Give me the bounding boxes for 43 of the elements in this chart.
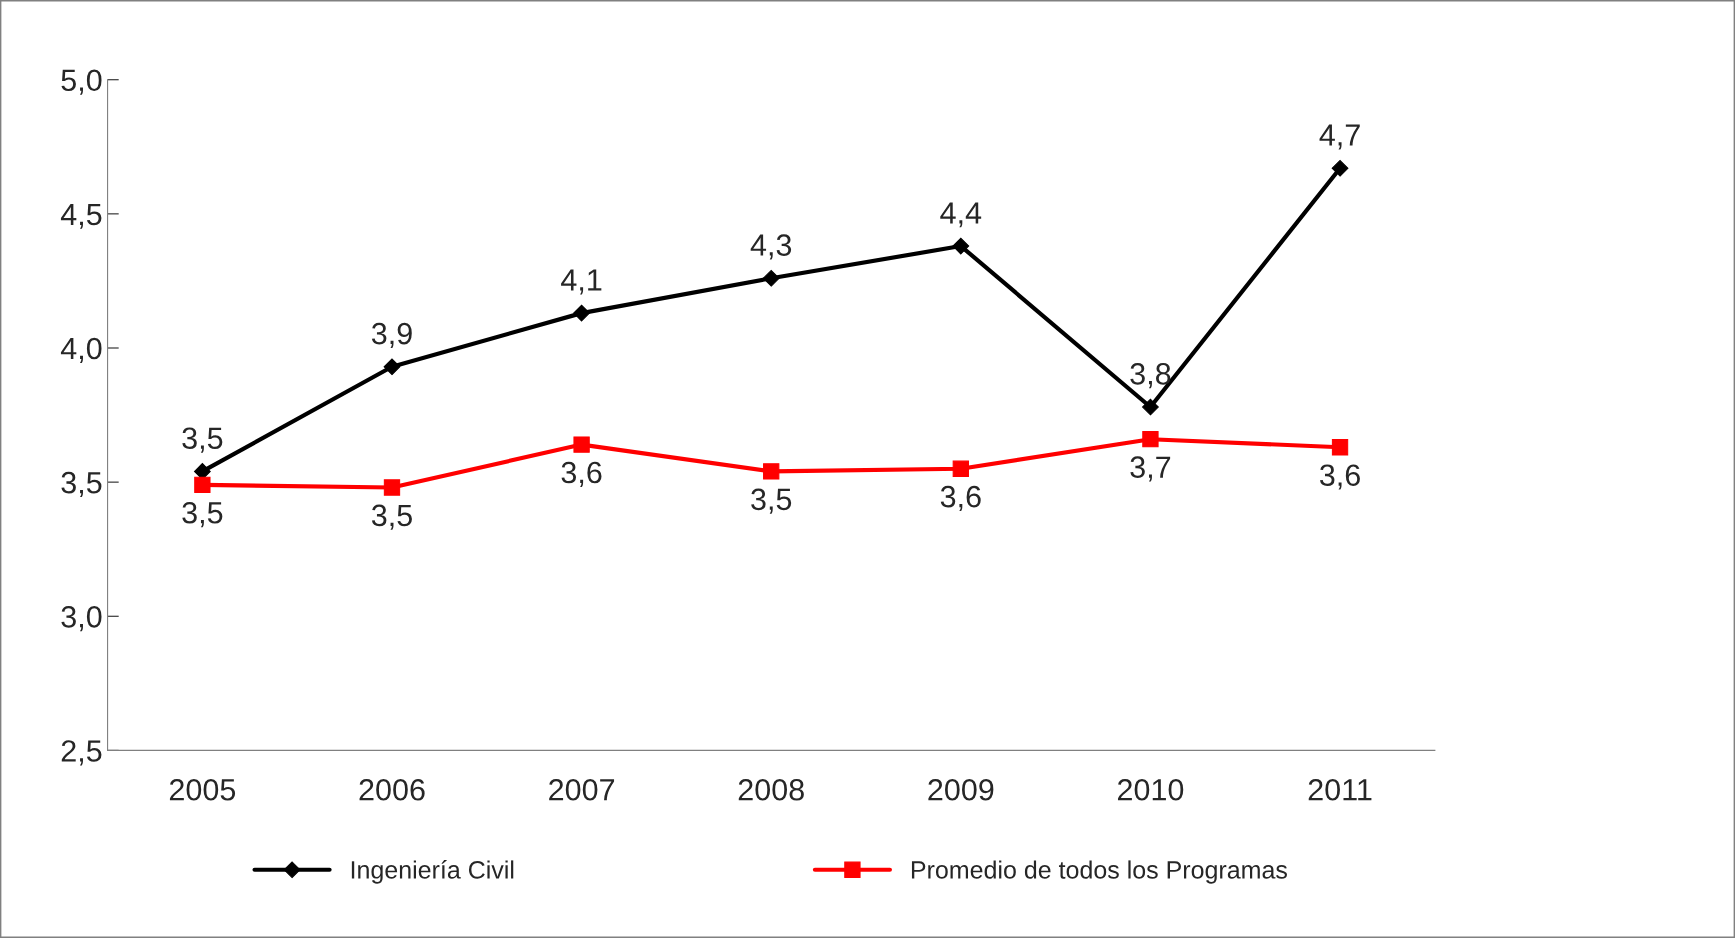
y-tick-label: 3,5 [61, 471, 102, 498]
y-tick-label: 2,5 [61, 740, 102, 766]
y-tick-label: 5,0 [61, 69, 102, 95]
point [383, 479, 401, 496]
point [194, 476, 211, 493]
data-label: 4,7 [1319, 124, 1360, 150]
x-tick-label: 2008 [738, 778, 804, 801]
x-tick-label: 2007 [549, 778, 615, 801]
data-label: 3,6 [561, 461, 602, 487]
point [1331, 439, 1349, 456]
data-label: 3,6 [940, 485, 981, 512]
legend-label: Promedio de todos los Programas [911, 860, 1287, 884]
point [952, 460, 969, 477]
y-tick-label: 4,5 [60, 203, 102, 229]
x-tick-label: 2009 [928, 778, 994, 801]
data-label: 3,7 [1130, 456, 1171, 482]
data-label: 3,5 [182, 501, 223, 528]
data-label: 3,5 [371, 504, 412, 530]
x-tick-label: 2010 [1117, 778, 1184, 801]
point [573, 304, 590, 322]
point [762, 269, 780, 287]
point [1331, 159, 1349, 177]
legend-label: Ingeniería Civil [351, 860, 514, 884]
y-tick-label: 3,0 [61, 606, 102, 632]
y-tick-label: 4,0 [60, 337, 102, 363]
data-label: 3,5 [182, 427, 223, 453]
x-tick-label: 2006 [359, 778, 425, 801]
data-label: 3,8 [1130, 363, 1171, 389]
data-label: 4,3 [750, 234, 792, 260]
data-label: 4,4 [940, 202, 982, 228]
point [1142, 431, 1159, 448]
point [952, 237, 970, 255]
data-label: 3,5 [751, 488, 792, 514]
x-tick-label: 2011 [1308, 778, 1372, 801]
point [194, 463, 211, 480]
data-label: 3,9 [371, 322, 412, 349]
x-tick-label: 2005 [169, 778, 236, 801]
data-label: 4,1 [561, 269, 602, 295]
point [573, 436, 590, 453]
point [383, 358, 401, 376]
point [1142, 398, 1159, 416]
data-label: 3,6 [1319, 464, 1360, 490]
point [763, 463, 780, 480]
